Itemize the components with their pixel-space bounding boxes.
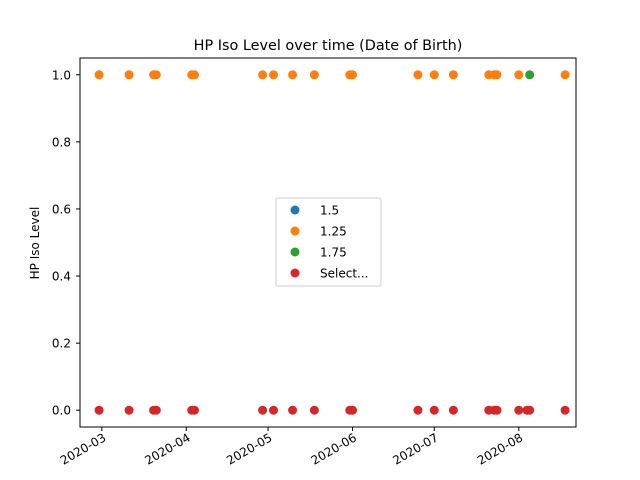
y-tick-label: 0.0 [52,404,71,418]
data-point [309,70,319,80]
y-tick-label: 0.8 [52,135,71,149]
data-point [448,405,458,415]
data-point [94,405,104,415]
data-point [448,70,458,80]
data-point [348,405,358,415]
data-point [560,405,570,415]
data-point [429,405,439,415]
chart-title: HP Iso Level over time (Date of Birth) [194,38,463,54]
data-point [268,405,278,415]
data-point [151,70,161,80]
data-point [514,405,524,415]
y-tick-label: 0.6 [52,202,71,216]
data-point [525,70,535,80]
data-point [258,405,268,415]
data-point [124,70,134,80]
data-point [288,70,298,80]
data-point [94,70,104,80]
data-point [124,405,134,415]
data-point [348,70,358,80]
plot-frame [79,57,577,428]
data-point [429,70,439,80]
data-point [413,70,423,80]
data-point [288,405,298,415]
y-tick-label: 0.4 [52,270,71,284]
data-points [94,70,570,415]
data-point [189,405,199,415]
data-point [268,70,278,80]
legend-label: 1.25 [320,225,347,239]
data-point [151,405,161,415]
data-point [492,405,502,415]
y-axis-ticks: 0.0 0.2 0.4 0.6 0.8 1.0 [52,68,80,418]
legend-marker [290,205,300,215]
legend: 1.5 1.25 1.75 Select... [275,197,382,287]
y-tick-label: 1.0 [52,68,71,82]
legend-label: 1.5 [320,204,339,218]
legend-marker [290,226,300,236]
legend-label: 1.75 [320,246,347,260]
legend-label: Select... [320,267,368,281]
data-point [525,405,535,415]
legend-frame [275,197,382,287]
data-point [189,70,199,80]
data-point [514,70,524,80]
data-point [492,70,502,80]
y-tick-label: 0.2 [52,337,71,351]
data-point [258,70,268,80]
y-axis-label: HP Iso Level [28,207,42,280]
legend-marker [290,247,300,257]
legend-marker [290,268,300,278]
data-point [309,405,319,415]
data-point [413,405,423,415]
data-point [560,70,570,80]
